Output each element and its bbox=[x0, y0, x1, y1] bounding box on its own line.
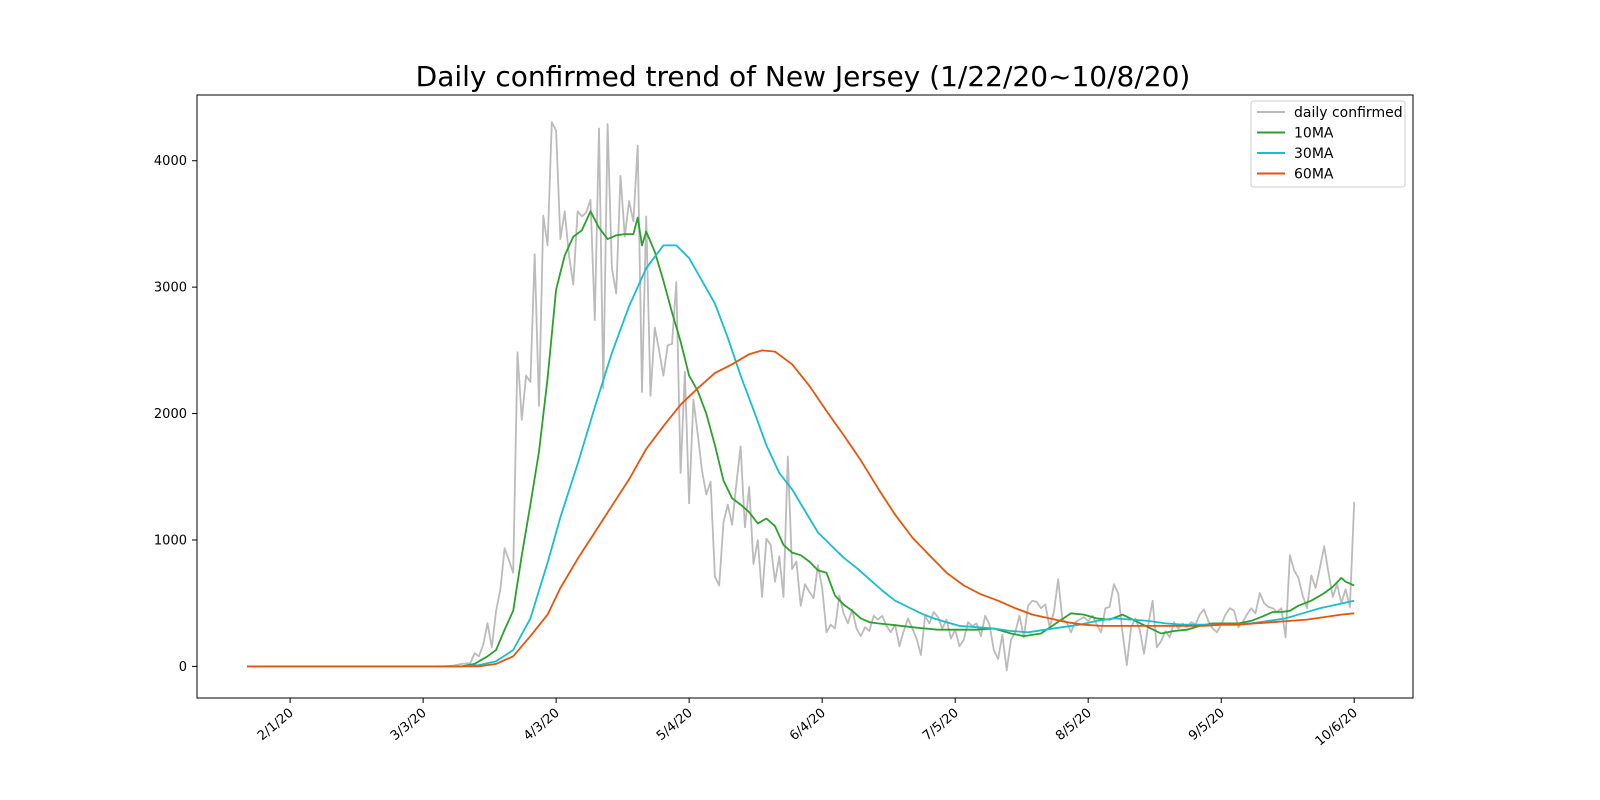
y-tick-label: 4000 bbox=[154, 154, 187, 169]
x-tick-label: 4/3/20 bbox=[521, 706, 563, 744]
y-tick-label: 1000 bbox=[154, 533, 187, 548]
x-tick-label: 10/6/20 bbox=[1313, 706, 1361, 750]
x-tick-label: 9/5/20 bbox=[1186, 706, 1228, 744]
legend-label: daily confirmed bbox=[1294, 105, 1403, 121]
series-line-0 bbox=[247, 121, 1356, 672]
legend: daily confirmed 10MA 30MA 60MA bbox=[1250, 100, 1406, 188]
y-tick-label: 3000 bbox=[154, 281, 187, 296]
y-axis: 0 1000 2000 3000 4000 bbox=[154, 154, 197, 675]
x-tick-label: 5/4/20 bbox=[654, 706, 696, 744]
x-tick-label: 7/5/20 bbox=[920, 706, 962, 744]
legend-label: 30MA bbox=[1294, 146, 1334, 162]
chart-title: Daily confirmed trend of New Jersey (1/2… bbox=[416, 60, 1191, 93]
x-tick-label: 6/4/20 bbox=[787, 706, 829, 744]
legend-label: 10MA bbox=[1294, 126, 1334, 142]
legend-label: 60MA bbox=[1294, 167, 1334, 183]
plot-area bbox=[247, 121, 1356, 672]
y-tick-label: 2000 bbox=[154, 407, 187, 422]
x-tick-label: 2/1/20 bbox=[255, 706, 297, 744]
plot-frame bbox=[196, 94, 1414, 699]
x-axis: 2/1/20 3/3/20 4/3/20 5/4/20 6/4/20 7/5/20 8/5/… bbox=[255, 698, 1361, 749]
series-line-3 bbox=[247, 349, 1355, 668]
x-tick-label: 8/5/20 bbox=[1053, 706, 1095, 744]
x-tick-label: 3/3/20 bbox=[388, 706, 430, 744]
series-line-2 bbox=[247, 244, 1355, 668]
legend-box bbox=[1250, 100, 1406, 188]
y-tick-label: 0 bbox=[179, 660, 187, 675]
